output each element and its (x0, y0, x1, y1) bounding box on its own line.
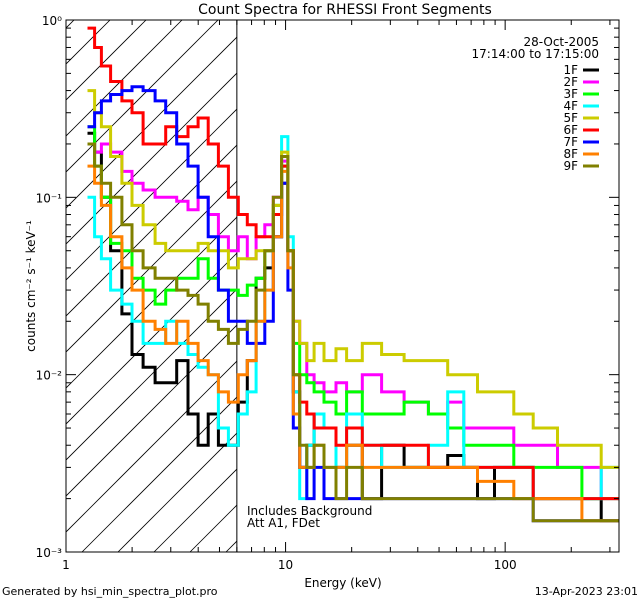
hatch-line (66, 324, 237, 497)
legend-label-8F: 8F (563, 147, 578, 161)
legend-label-9F: 9F (563, 159, 578, 173)
x-axis-label: Energy (keV) (304, 576, 381, 590)
hatch-line (66, 20, 219, 173)
hatch-line (66, 216, 237, 389)
x-tick-label: 10 (278, 558, 293, 572)
footer-generated-by: Generated by hsi_min_spectra_plot.pro (2, 585, 218, 598)
hatch-line (66, 144, 237, 317)
annotation-line-2: Att A1, FDet (247, 516, 320, 530)
plot-frame (65, 19, 620, 553)
time-range-label: 17:14:00 to 17:15:00 (472, 47, 599, 61)
legend-label-4F: 4F (563, 99, 578, 113)
hatch-line (66, 180, 237, 353)
annotation-line-1: Includes Background (247, 504, 372, 518)
hatch-line (66, 36, 237, 209)
y-tick-label: 10⁻² (36, 369, 63, 383)
legend-label-5F: 5F (563, 111, 578, 125)
legend-label-1F: 1F (563, 63, 578, 77)
legend-label-6F: 6F (563, 123, 578, 137)
legend-label-2F: 2F (563, 75, 578, 89)
footer-timestamp: 13-Apr-2023 23:01 (535, 585, 638, 598)
hatch-line (66, 360, 237, 533)
x-tick-label: 100 (494, 558, 517, 572)
date-label: 28-Oct-2005 (523, 35, 599, 49)
y-tick-label: 10⁻¹ (36, 191, 63, 205)
y-axis-label: counts cm⁻² s⁻¹ keV⁻¹ (24, 220, 38, 352)
hatch-line (66, 72, 237, 245)
y-tick-label: 10⁰ (42, 14, 62, 28)
x-tick-label: 1 (62, 558, 70, 572)
hatch-line (81, 396, 237, 552)
chart-title: Count Spectra for RHESSI Front Segments (198, 2, 492, 18)
legend-label-3F: 3F (563, 87, 578, 101)
series-9F-line (87, 142, 619, 523)
legend-label-7F: 7F (563, 135, 578, 149)
hatch-line (66, 252, 237, 425)
y-tick-label: 10⁻³ (36, 546, 63, 560)
hatch-line (117, 432, 237, 552)
